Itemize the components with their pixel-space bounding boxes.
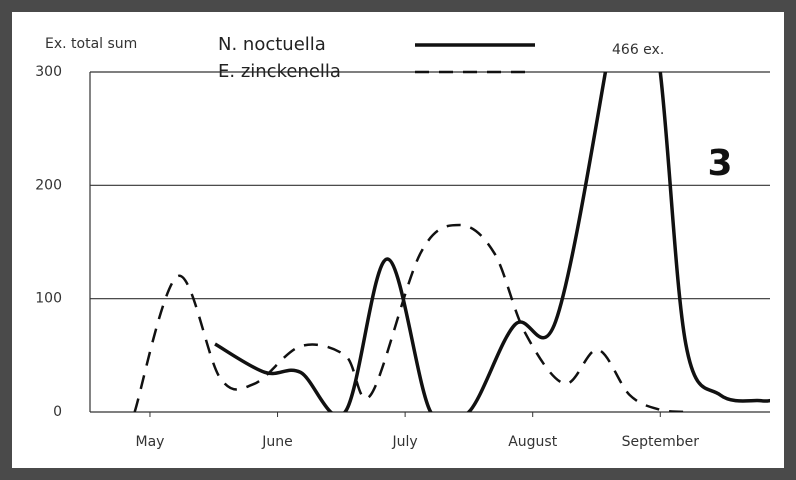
y-axis-label: Ex. total sum: [45, 36, 137, 52]
annotation: 466 ex.: [612, 42, 664, 58]
y-tick-label: 300: [35, 64, 62, 80]
chart-background: [12, 12, 784, 468]
legend-label: N. noctuella: [218, 34, 326, 55]
chart-title: 3: [707, 143, 732, 184]
x-tick-label: June: [261, 434, 293, 450]
x-tick-label: August: [508, 434, 558, 450]
x-tick-label: July: [392, 434, 418, 450]
y-tick-label: 0: [53, 404, 62, 420]
y-tick-label: 200: [35, 177, 62, 193]
series-line: [214, 72, 770, 412]
x-tick-label: September: [622, 434, 700, 450]
y-tick-label: 100: [35, 291, 62, 307]
legend-label: E. zinckenella: [218, 61, 341, 82]
x-tick-label: May: [135, 434, 164, 450]
series-line: [133, 223, 691, 412]
